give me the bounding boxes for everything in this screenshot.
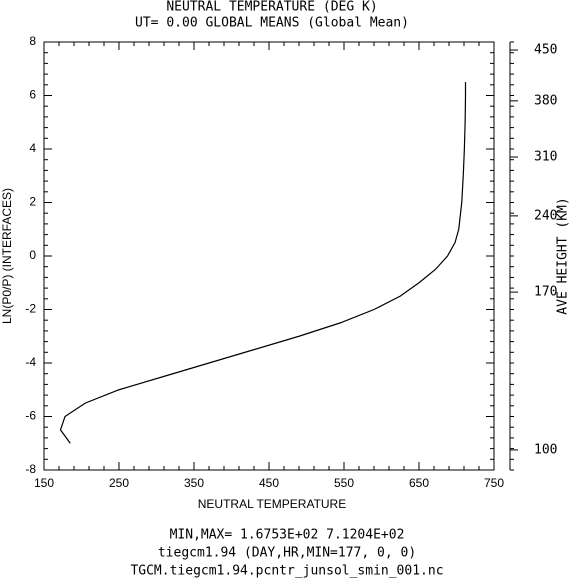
y-tick-label: -2 <box>25 302 36 316</box>
x-tick-label: 150 <box>34 476 54 490</box>
line-series <box>59 82 467 444</box>
footer-line: TGCM.tiegcm1.94.pcntr_junsol_smin_001.nc <box>130 564 443 579</box>
y-tick-label: 4 <box>29 141 36 155</box>
chart-title: NEUTRAL TEMPERATURE (DEG K) <box>166 0 377 15</box>
y-tick-label: 6 <box>29 88 36 102</box>
y-tick-label: -8 <box>25 462 36 476</box>
chart-subtitle: UT= 0.00 GLOBAL MEANS (Global Mean) <box>135 16 409 31</box>
x-tick-label: 350 <box>184 476 204 490</box>
y2-tick-label: 380 <box>534 93 557 108</box>
y2-tick-label: 240 <box>534 208 557 223</box>
y2-tick-label: 100 <box>534 442 557 457</box>
x-tick-label: 550 <box>334 476 354 490</box>
y-tick-label: -6 <box>25 409 36 423</box>
y2-axis-label: AVE HEIGHT (KM) <box>556 197 571 314</box>
y-tick-label: 2 <box>29 195 36 209</box>
y-tick-label: 8 <box>29 34 36 48</box>
x-tick-label: 250 <box>109 476 129 490</box>
y2-tick-label: 450 <box>534 43 557 58</box>
footer-line: tiegcm1.94 (DAY,HR,MIN=177, 0, 0) <box>158 546 416 561</box>
y-tick-label: -4 <box>25 355 36 369</box>
y2-tick-label: 310 <box>534 150 557 165</box>
plot-frame <box>43 41 495 471</box>
y-tick-label: 0 <box>29 248 36 262</box>
y-axis-label: LN(P0/P) (INTERFACES) <box>0 188 14 324</box>
x-tick-label: 450 <box>259 476 279 490</box>
x-tick-label: 650 <box>409 476 429 490</box>
x-axis-label: NEUTRAL TEMPERATURE <box>198 497 346 511</box>
y2-tick-label: 170 <box>534 285 557 300</box>
footer-line: MIN,MAX= 1.6753E+02 7.1204E+02 <box>170 528 405 543</box>
x-tick-label: 750 <box>484 476 504 490</box>
